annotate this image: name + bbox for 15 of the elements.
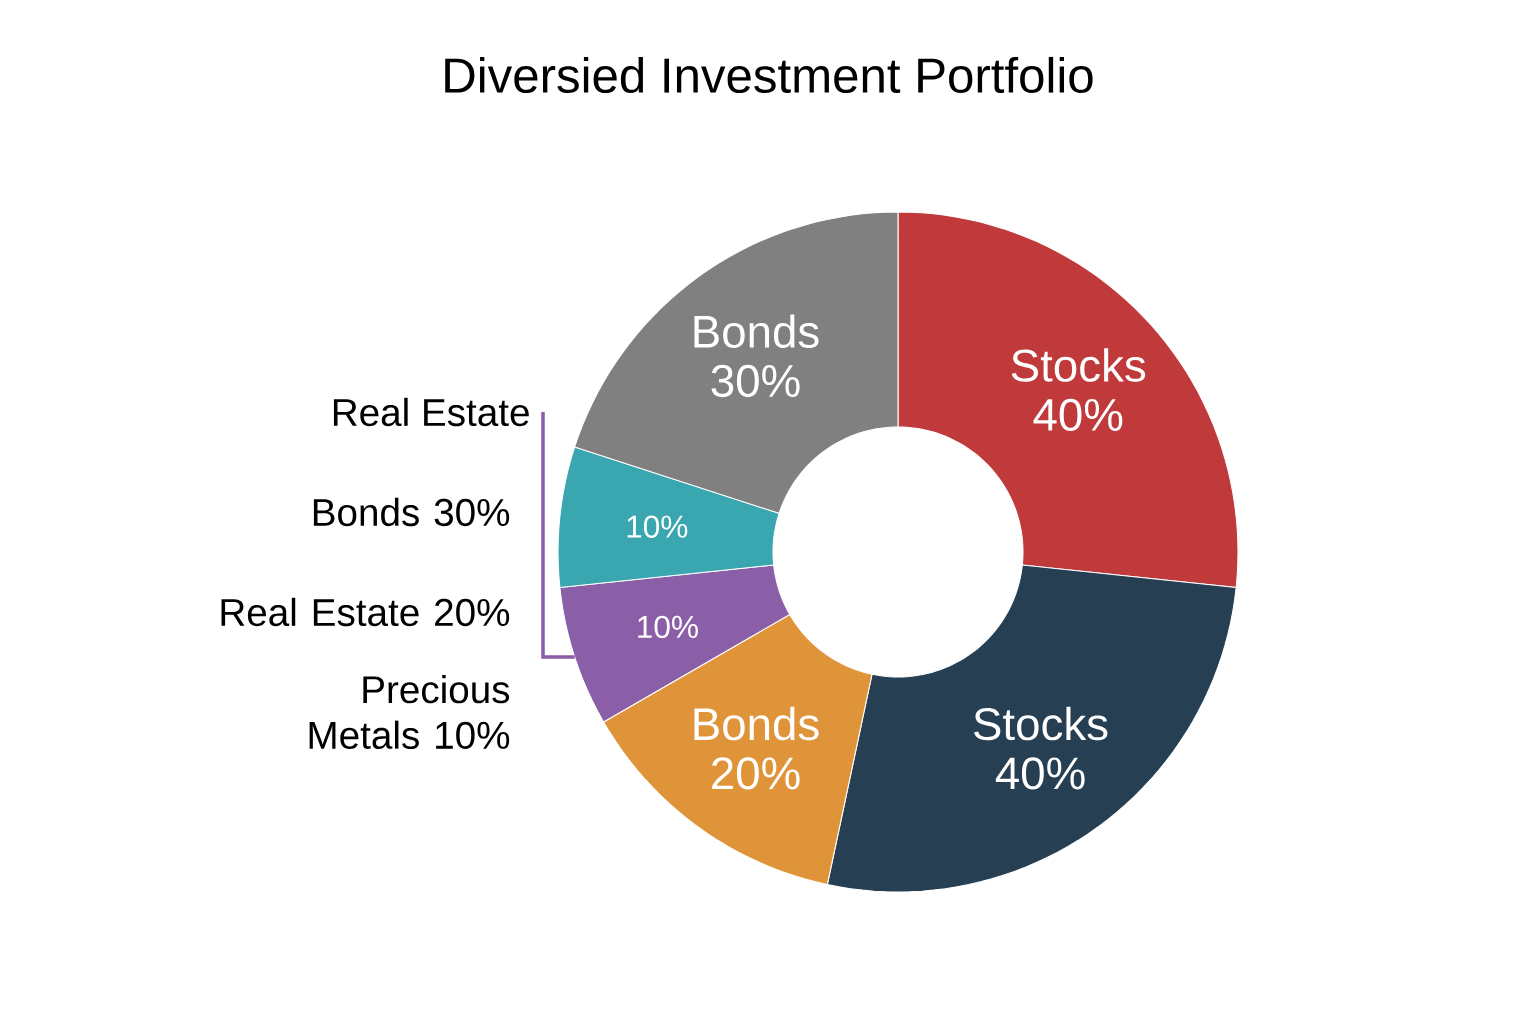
text: Real Estate 20%: [221, 597, 510, 627]
data-label: 10%: [638, 615, 698, 639]
slice-label: Real Estate: [333, 397, 529, 427]
slice-label: Bonds: [694, 706, 819, 741]
data-label: 20%: [712, 757, 800, 790]
text: Bonds 30%: [313, 497, 510, 527]
chart-title: Diversied Investment Portfolio: [445, 56, 1093, 94]
data-label: 40%: [1033, 398, 1123, 432]
slice-label: Stocks: [974, 706, 1108, 741]
slice-label: Bonds: [694, 314, 819, 348]
data-label: 10%: [627, 515, 688, 538]
slice-label: Stocks: [1011, 348, 1146, 382]
text: Precious Metals 10%: [309, 674, 510, 750]
data-label: 40%: [995, 757, 1085, 790]
data-label: 30%: [711, 364, 800, 398]
